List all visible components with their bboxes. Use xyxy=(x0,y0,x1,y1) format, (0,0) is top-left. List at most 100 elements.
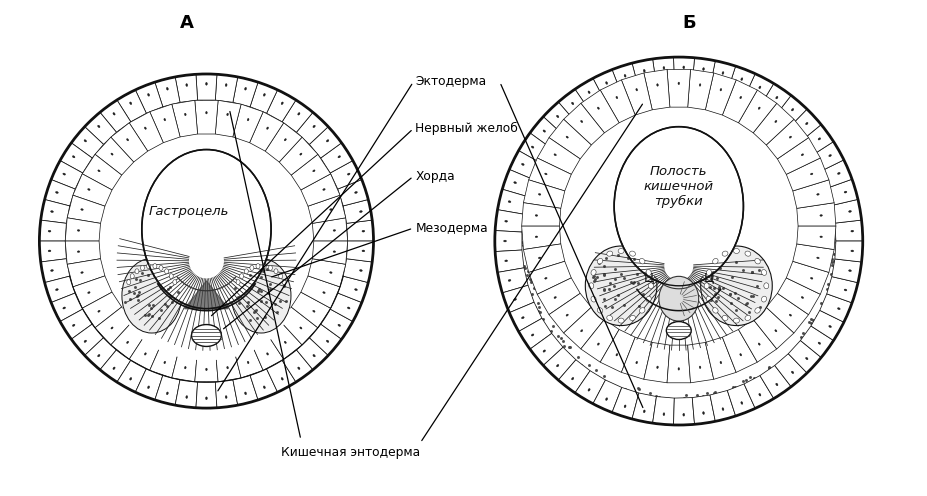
Ellipse shape xyxy=(192,324,222,346)
Ellipse shape xyxy=(299,327,302,329)
Ellipse shape xyxy=(285,341,286,343)
Polygon shape xyxy=(811,141,844,172)
Ellipse shape xyxy=(764,283,768,289)
Ellipse shape xyxy=(111,327,113,329)
Polygon shape xyxy=(575,78,605,111)
Text: Полость
кишечной
трубки: Полость кишечной трубки xyxy=(643,165,714,208)
Text: Эктодерма: Эктодерма xyxy=(415,75,487,88)
Polygon shape xyxy=(83,154,121,190)
Polygon shape xyxy=(653,397,674,425)
Polygon shape xyxy=(215,100,241,137)
Ellipse shape xyxy=(326,340,329,342)
Ellipse shape xyxy=(629,315,635,320)
Ellipse shape xyxy=(829,325,832,327)
Circle shape xyxy=(495,57,863,425)
Polygon shape xyxy=(39,220,67,241)
Ellipse shape xyxy=(147,94,149,96)
Polygon shape xyxy=(621,337,653,379)
Polygon shape xyxy=(722,80,757,123)
Ellipse shape xyxy=(225,84,227,86)
Ellipse shape xyxy=(851,230,854,232)
Polygon shape xyxy=(692,395,716,425)
Polygon shape xyxy=(150,339,180,378)
Ellipse shape xyxy=(48,250,51,252)
Polygon shape xyxy=(39,241,67,262)
Ellipse shape xyxy=(597,308,603,313)
Polygon shape xyxy=(522,226,561,249)
Ellipse shape xyxy=(165,269,169,274)
Polygon shape xyxy=(67,259,105,287)
Ellipse shape xyxy=(164,119,166,121)
Polygon shape xyxy=(233,77,258,107)
Ellipse shape xyxy=(585,246,657,325)
Ellipse shape xyxy=(566,136,568,138)
Polygon shape xyxy=(195,348,218,382)
Polygon shape xyxy=(581,319,619,362)
Ellipse shape xyxy=(643,69,645,72)
Polygon shape xyxy=(621,73,653,115)
Polygon shape xyxy=(71,126,104,158)
Ellipse shape xyxy=(741,78,743,80)
Ellipse shape xyxy=(323,292,325,294)
Ellipse shape xyxy=(607,315,613,320)
Polygon shape xyxy=(83,292,121,328)
Ellipse shape xyxy=(837,308,840,310)
Polygon shape xyxy=(195,100,218,134)
Ellipse shape xyxy=(88,292,90,294)
Ellipse shape xyxy=(819,138,820,140)
Ellipse shape xyxy=(206,368,208,371)
Ellipse shape xyxy=(281,102,284,105)
Ellipse shape xyxy=(624,74,626,77)
Ellipse shape xyxy=(745,251,751,256)
Polygon shape xyxy=(347,220,374,241)
Ellipse shape xyxy=(514,299,516,301)
Ellipse shape xyxy=(250,265,254,270)
Ellipse shape xyxy=(98,310,100,312)
Ellipse shape xyxy=(720,361,722,364)
Polygon shape xyxy=(495,210,524,232)
Ellipse shape xyxy=(153,264,157,269)
Ellipse shape xyxy=(646,296,652,302)
Ellipse shape xyxy=(789,136,792,138)
Ellipse shape xyxy=(505,220,508,222)
Polygon shape xyxy=(265,123,302,162)
Polygon shape xyxy=(321,143,353,173)
Polygon shape xyxy=(498,189,528,214)
Ellipse shape xyxy=(141,265,145,270)
Ellipse shape xyxy=(362,230,364,232)
Ellipse shape xyxy=(531,146,534,148)
Polygon shape xyxy=(793,244,834,272)
Ellipse shape xyxy=(741,402,743,404)
Polygon shape xyxy=(653,57,674,85)
Ellipse shape xyxy=(508,279,511,281)
Text: Ц: Ц xyxy=(704,271,714,284)
Polygon shape xyxy=(150,104,180,143)
Polygon shape xyxy=(498,268,528,293)
Polygon shape xyxy=(728,384,756,416)
Ellipse shape xyxy=(554,154,556,156)
Ellipse shape xyxy=(572,377,574,380)
Ellipse shape xyxy=(740,96,742,99)
Polygon shape xyxy=(811,310,844,340)
Polygon shape xyxy=(51,293,83,321)
Ellipse shape xyxy=(605,398,607,400)
Ellipse shape xyxy=(522,316,524,319)
Ellipse shape xyxy=(145,353,146,355)
Ellipse shape xyxy=(806,123,808,124)
Polygon shape xyxy=(575,371,605,404)
Ellipse shape xyxy=(539,257,540,259)
Ellipse shape xyxy=(740,354,742,356)
Polygon shape xyxy=(495,250,524,272)
Polygon shape xyxy=(581,90,619,133)
Ellipse shape xyxy=(51,211,54,212)
Polygon shape xyxy=(832,259,861,283)
Polygon shape xyxy=(667,69,691,107)
Polygon shape xyxy=(538,137,580,175)
Polygon shape xyxy=(291,154,331,190)
Polygon shape xyxy=(155,375,180,405)
Text: Кишечная энтодерма: Кишечная энтодерма xyxy=(281,446,420,459)
Ellipse shape xyxy=(761,269,767,275)
Ellipse shape xyxy=(618,318,624,323)
Polygon shape xyxy=(196,74,217,100)
Ellipse shape xyxy=(706,296,711,302)
